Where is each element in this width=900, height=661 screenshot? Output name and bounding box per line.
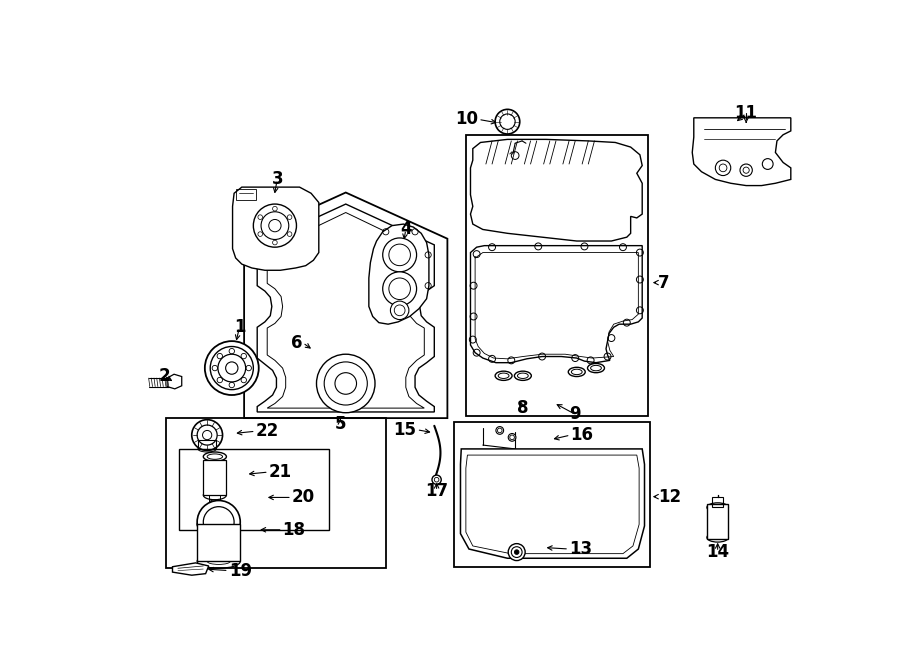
Polygon shape xyxy=(471,246,643,363)
Polygon shape xyxy=(244,192,447,418)
Text: 4: 4 xyxy=(400,221,411,239)
Bar xyxy=(166,418,386,568)
Circle shape xyxy=(317,354,375,412)
Text: 8: 8 xyxy=(518,399,528,417)
Polygon shape xyxy=(167,374,182,389)
Bar xyxy=(203,461,227,495)
Ellipse shape xyxy=(203,452,227,461)
Bar xyxy=(454,422,650,566)
Circle shape xyxy=(192,420,222,450)
Circle shape xyxy=(508,434,516,442)
Polygon shape xyxy=(461,449,644,559)
Ellipse shape xyxy=(568,368,585,377)
Circle shape xyxy=(432,475,441,485)
Circle shape xyxy=(716,160,731,176)
Text: 22: 22 xyxy=(256,422,279,440)
Text: 20: 20 xyxy=(292,488,315,506)
Circle shape xyxy=(496,426,504,434)
Bar xyxy=(197,524,240,561)
Text: 21: 21 xyxy=(269,463,292,481)
Polygon shape xyxy=(692,118,791,186)
Bar xyxy=(712,498,723,507)
Ellipse shape xyxy=(588,364,605,373)
Circle shape xyxy=(515,550,519,555)
Bar xyxy=(198,440,216,449)
Circle shape xyxy=(762,159,773,169)
Bar xyxy=(706,504,728,539)
Text: 15: 15 xyxy=(393,420,417,439)
Polygon shape xyxy=(369,224,429,324)
Circle shape xyxy=(382,238,417,272)
Text: 14: 14 xyxy=(706,543,729,561)
Bar xyxy=(179,449,328,529)
Polygon shape xyxy=(232,187,319,270)
Ellipse shape xyxy=(515,371,531,380)
Text: 10: 10 xyxy=(455,110,478,128)
Text: 6: 6 xyxy=(291,334,302,352)
Text: 5: 5 xyxy=(335,414,346,432)
Text: 12: 12 xyxy=(659,488,681,506)
Bar xyxy=(237,188,256,200)
Text: 11: 11 xyxy=(734,104,758,122)
Bar xyxy=(466,135,648,416)
Text: 3: 3 xyxy=(272,171,283,188)
Circle shape xyxy=(382,272,417,305)
Text: 18: 18 xyxy=(283,521,306,539)
Circle shape xyxy=(495,109,520,134)
Text: 2: 2 xyxy=(158,367,170,385)
Circle shape xyxy=(508,543,526,561)
Text: 17: 17 xyxy=(425,483,448,500)
Circle shape xyxy=(740,164,752,176)
Text: 7: 7 xyxy=(659,274,670,292)
Circle shape xyxy=(391,301,409,319)
Circle shape xyxy=(205,341,258,395)
Circle shape xyxy=(253,204,296,247)
Text: 19: 19 xyxy=(229,562,252,580)
Text: 16: 16 xyxy=(571,426,594,444)
Circle shape xyxy=(197,500,240,543)
Bar xyxy=(210,495,220,503)
Text: 1: 1 xyxy=(234,318,245,336)
Ellipse shape xyxy=(495,371,512,380)
Text: 9: 9 xyxy=(570,405,581,423)
Text: 13: 13 xyxy=(569,540,592,558)
Polygon shape xyxy=(257,204,435,412)
Polygon shape xyxy=(471,139,643,241)
Polygon shape xyxy=(173,563,209,575)
